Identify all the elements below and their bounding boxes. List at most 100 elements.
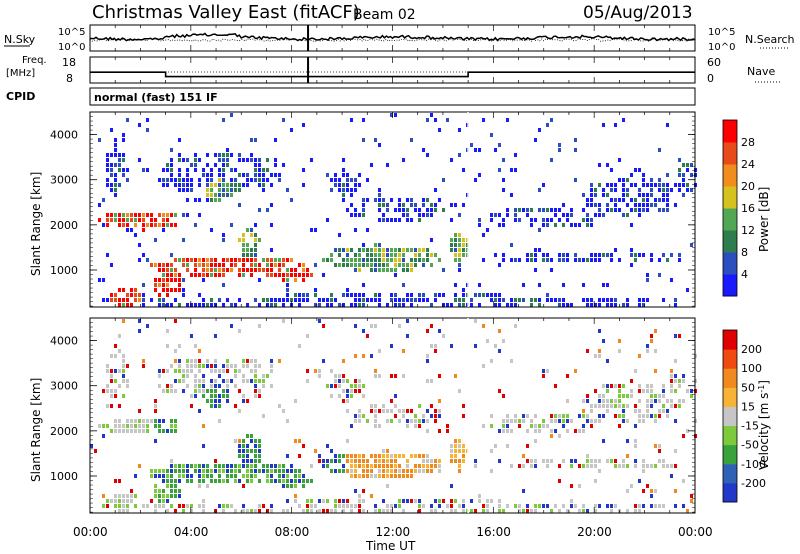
heat-cell bbox=[154, 424, 157, 428]
heat-cell bbox=[190, 258, 193, 262]
heat-cell bbox=[442, 208, 445, 212]
heat-cell bbox=[282, 509, 285, 513]
heat-cell bbox=[266, 158, 269, 162]
heat-cell bbox=[202, 263, 205, 267]
heat-cell bbox=[330, 369, 333, 373]
heat-cell bbox=[190, 334, 193, 338]
heat-cell bbox=[598, 394, 601, 398]
heat-cell bbox=[566, 429, 569, 433]
heat-cell bbox=[202, 273, 205, 277]
heat-cell bbox=[202, 509, 205, 513]
heat-cell bbox=[166, 303, 169, 307]
heat-cell bbox=[670, 404, 673, 408]
heat-cell bbox=[346, 459, 349, 463]
heat-cell bbox=[382, 464, 385, 468]
heat-cell bbox=[222, 273, 225, 277]
heat-cell bbox=[402, 349, 405, 353]
heat-cell bbox=[198, 359, 201, 363]
heat-cell bbox=[534, 429, 537, 433]
heat-cell bbox=[166, 278, 169, 282]
heat-cell bbox=[118, 369, 121, 373]
heat-cell bbox=[446, 424, 449, 428]
heat-cell bbox=[174, 479, 177, 483]
heat-cell bbox=[206, 263, 209, 267]
heat-cell bbox=[586, 198, 589, 202]
heat-cell bbox=[358, 248, 361, 252]
heat-cell bbox=[482, 509, 485, 513]
heat-cell bbox=[638, 208, 641, 212]
heat-cell bbox=[190, 273, 193, 277]
heat-cell bbox=[474, 293, 477, 297]
heat-cell bbox=[574, 429, 577, 433]
heat-cell bbox=[246, 228, 249, 232]
heat-cell bbox=[390, 399, 393, 403]
heat-cell bbox=[366, 474, 369, 478]
heat-cell bbox=[186, 188, 189, 192]
heat-cell bbox=[374, 268, 377, 272]
power-colorbar-swatch bbox=[723, 230, 737, 253]
heat-cell bbox=[434, 344, 437, 348]
heat-cell bbox=[358, 213, 361, 217]
nave-right-tick-top: 60 bbox=[707, 56, 721, 69]
heat-cell bbox=[182, 389, 185, 393]
heat-cell bbox=[514, 213, 517, 217]
heat-cell bbox=[350, 454, 353, 458]
heat-cell bbox=[418, 499, 421, 503]
heat-cell bbox=[610, 188, 613, 192]
heat-cell bbox=[106, 223, 109, 227]
heat-cell bbox=[194, 364, 197, 368]
heat-cell bbox=[386, 449, 389, 453]
heat-cell bbox=[234, 509, 237, 513]
heat-cell bbox=[106, 183, 109, 187]
heat-cell bbox=[174, 379, 177, 383]
heat-cell bbox=[598, 208, 601, 212]
heat-cell bbox=[590, 193, 593, 197]
heat-cell bbox=[378, 218, 381, 222]
heat-cell bbox=[486, 228, 489, 232]
heat-cell bbox=[166, 329, 169, 333]
heat-cell bbox=[618, 424, 621, 428]
heat-cell bbox=[210, 379, 213, 383]
heat-cell bbox=[398, 203, 401, 207]
heat-cell bbox=[602, 283, 605, 287]
heat-cell bbox=[182, 474, 185, 478]
heat-cell bbox=[350, 188, 353, 192]
heat-cell bbox=[550, 434, 553, 438]
heat-cell bbox=[342, 263, 345, 267]
noise-panel: N.Sky 10^5 10^0 10^5 10^0 N.Search bbox=[4, 24, 795, 53]
heat-cell bbox=[194, 469, 197, 473]
heat-cell bbox=[222, 394, 225, 398]
heat-cell bbox=[178, 278, 181, 282]
heat-cell bbox=[414, 203, 417, 207]
heat-cell bbox=[238, 238, 241, 242]
heat-cell bbox=[362, 509, 365, 513]
heat-cell bbox=[602, 339, 605, 343]
heat-cell bbox=[214, 268, 217, 272]
heat-cell bbox=[530, 258, 533, 262]
heat-cell bbox=[118, 334, 121, 338]
heat-cell bbox=[218, 394, 221, 398]
heat-cell bbox=[234, 479, 237, 483]
heat-cell bbox=[282, 258, 285, 262]
heat-cell bbox=[166, 178, 169, 182]
heat-cell bbox=[650, 494, 653, 498]
heat-cell bbox=[182, 188, 185, 192]
heat-cell bbox=[646, 409, 649, 413]
heat-cell bbox=[138, 298, 141, 302]
heat-cell bbox=[398, 303, 401, 307]
heat-cell bbox=[142, 293, 145, 297]
heat-cell bbox=[258, 324, 261, 328]
heat-cell bbox=[246, 268, 249, 272]
heat-cell bbox=[218, 268, 221, 272]
heat-cell bbox=[426, 409, 429, 413]
heat-cell bbox=[542, 183, 545, 187]
heat-cell bbox=[122, 319, 125, 323]
heat-cell bbox=[158, 499, 161, 503]
heat-cell bbox=[406, 208, 409, 212]
heat-cell bbox=[546, 459, 549, 463]
heat-cell bbox=[530, 424, 533, 428]
heat-cell bbox=[422, 248, 425, 252]
heat-cell bbox=[402, 409, 405, 413]
heat-cell bbox=[174, 278, 177, 282]
heat-cell bbox=[486, 293, 489, 297]
